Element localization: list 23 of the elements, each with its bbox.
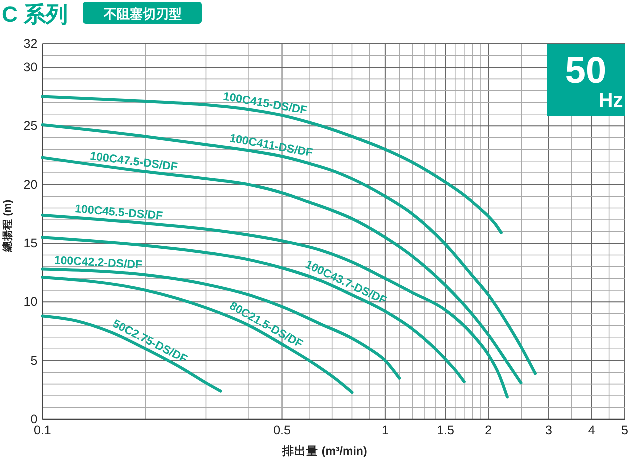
annotation: 50 [565,50,607,91]
x-tick-label: 1.5 [437,423,455,438]
x-tick-label: 3 [545,423,552,438]
y-tick-label: 15 [24,236,38,250]
y-tick-label: 30 [24,60,38,74]
y-axis-title: 總揚程 (m) [1,200,14,254]
chart-subtitle: 不阻塞切刃型 [103,6,182,22]
y-tick-label: 10 [24,295,38,310]
series-label: 100C42.2-DS/DF [54,254,143,272]
y-tick-label: 20 [24,178,38,192]
y-tick-label: 5 [30,354,38,368]
y-tick-label: 32 [24,37,38,51]
x-tick-label: 0.5 [274,423,291,438]
series-label: 100C45.5-DS/DF [74,204,164,223]
x-tick-label: 5 [622,423,629,438]
x-tick-label: 1 [382,423,389,438]
x-tick-label: 4 [588,423,596,438]
annotation: Hz [598,90,624,112]
y-tick-label: 25 [24,119,38,134]
x-tick-label: 2 [485,423,492,438]
chart-title: C 系列 [2,2,68,27]
text: 100C47.5-DS/DF [89,150,178,174]
x-axis-title: 排出量 (m³/min) [282,444,368,458]
